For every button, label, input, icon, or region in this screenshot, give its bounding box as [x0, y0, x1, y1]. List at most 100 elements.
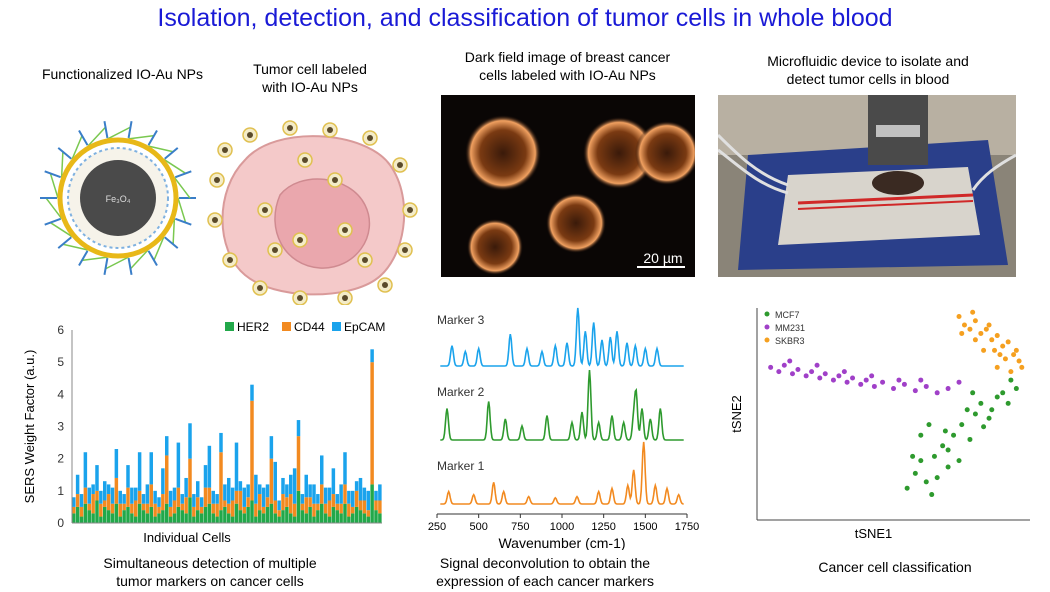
- bar-cd44: [138, 491, 141, 504]
- point-mm231: [864, 378, 869, 383]
- bar-cd44: [91, 494, 94, 513]
- bar-her2: [262, 513, 265, 523]
- bar-cd44: [281, 494, 284, 510]
- bar-epcam: [243, 488, 246, 507]
- antibody-icon: [165, 148, 178, 159]
- bar-cd44: [277, 510, 280, 516]
- bar-epcam: [231, 488, 234, 501]
- darkfield-caption: Dark field image of breast cancer cells …: [440, 48, 695, 84]
- bar-her2: [308, 507, 311, 523]
- bar-epcam: [320, 455, 323, 484]
- bar-epcam: [359, 478, 362, 501]
- bar-cd44: [363, 500, 366, 513]
- point-skbr3: [981, 348, 986, 353]
- legend-swatch: [225, 322, 234, 331]
- legend-swatch: [332, 322, 341, 331]
- bar-her2: [367, 517, 370, 523]
- bar-her2: [99, 517, 102, 523]
- bar-epcam: [277, 500, 280, 510]
- bar-her2: [231, 517, 234, 523]
- bar-her2: [239, 510, 242, 523]
- bar-epcam: [336, 494, 339, 504]
- bar-epcam: [165, 436, 168, 455]
- legend-label: EpCAM: [344, 320, 385, 334]
- bar-epcam: [351, 491, 354, 507]
- bar-epcam: [161, 468, 164, 494]
- darkfield-caption-line2: cells labeled with IO-Au NPs: [440, 66, 695, 84]
- bar-cd44: [332, 494, 335, 507]
- point-mcf7: [951, 433, 956, 438]
- point-mcf7: [987, 416, 992, 421]
- antibody-icon: [129, 258, 132, 275]
- bar-cd44: [72, 507, 75, 513]
- bar-her2: [115, 504, 118, 523]
- antibody-icon: [165, 237, 178, 248]
- bar-epcam: [80, 494, 83, 507]
- point-skbr3: [987, 322, 992, 327]
- point-mcf7: [967, 437, 972, 442]
- peg-linker-icon: [178, 198, 186, 223]
- y-tick-label: 5: [57, 355, 64, 369]
- point-skbr3: [992, 348, 997, 353]
- bar-cd44: [169, 507, 172, 517]
- point-mm231: [776, 369, 781, 374]
- bar-cd44: [254, 504, 257, 517]
- point-mm231: [842, 369, 847, 374]
- point-mm231: [804, 373, 809, 378]
- point-mcf7: [959, 422, 964, 427]
- bar-her2: [374, 510, 377, 523]
- bar-epcam: [297, 420, 300, 436]
- bar-epcam: [150, 452, 153, 484]
- point-mm231: [823, 371, 828, 376]
- device-caption-line1: Microfluidic device to isolate and: [720, 52, 1016, 70]
- bar-her2: [370, 484, 373, 523]
- bar-cd44: [146, 504, 149, 514]
- bar-her2: [88, 510, 91, 523]
- bar-her2: [111, 513, 114, 523]
- point-skbr3: [995, 365, 1000, 370]
- point-mm231: [872, 384, 877, 389]
- legend-marker: [765, 325, 770, 330]
- antibody-icon: [79, 251, 88, 266]
- nanoparticle-caption: Functionalized IO-Au NPs: [20, 65, 225, 83]
- bar-epcam: [146, 484, 149, 503]
- point-skbr3: [1017, 359, 1022, 364]
- bar-cd44: [161, 494, 164, 510]
- point-skbr3: [1014, 348, 1019, 353]
- spectra-caption-line1: Signal deconvolution to obtain the: [410, 554, 680, 572]
- point-mcf7: [940, 443, 945, 448]
- point-skbr3: [959, 331, 964, 336]
- legend-label: HER2: [237, 320, 269, 334]
- bar-cd44: [173, 500, 176, 513]
- antibody-icon: [45, 171, 61, 177]
- darkfield-image: 20 µm: [441, 95, 695, 277]
- x-tick-label: 250: [428, 521, 446, 533]
- bar-cd44: [204, 488, 207, 507]
- point-mm231: [902, 382, 907, 387]
- bar-her2: [188, 497, 191, 523]
- point-skbr3: [967, 327, 972, 332]
- bar-epcam: [192, 494, 195, 507]
- bar-her2: [243, 513, 246, 523]
- bar-epcam: [312, 484, 315, 503]
- point-mm231: [795, 367, 800, 372]
- bar-epcam: [200, 497, 203, 507]
- bar-her2: [378, 513, 381, 523]
- antibody-icon: [104, 258, 107, 275]
- bar-cd44: [122, 504, 125, 510]
- bar-her2: [165, 504, 168, 523]
- bar-cd44: [157, 507, 160, 513]
- bar-cd44: [347, 504, 350, 517]
- bar-epcam: [250, 385, 253, 401]
- bar-her2: [181, 510, 184, 523]
- bar-cd44: [351, 507, 354, 513]
- point-mm231: [858, 382, 863, 387]
- point-mm231: [836, 373, 841, 378]
- bar-cd44: [305, 497, 308, 513]
- y-tick-label: 3: [57, 420, 64, 434]
- point-mcf7: [932, 454, 937, 459]
- bar-epcam: [184, 478, 187, 497]
- bar-her2: [119, 517, 122, 523]
- point-mcf7: [1006, 401, 1011, 406]
- x-axis-label: Wavenumber (cm-1): [498, 535, 625, 550]
